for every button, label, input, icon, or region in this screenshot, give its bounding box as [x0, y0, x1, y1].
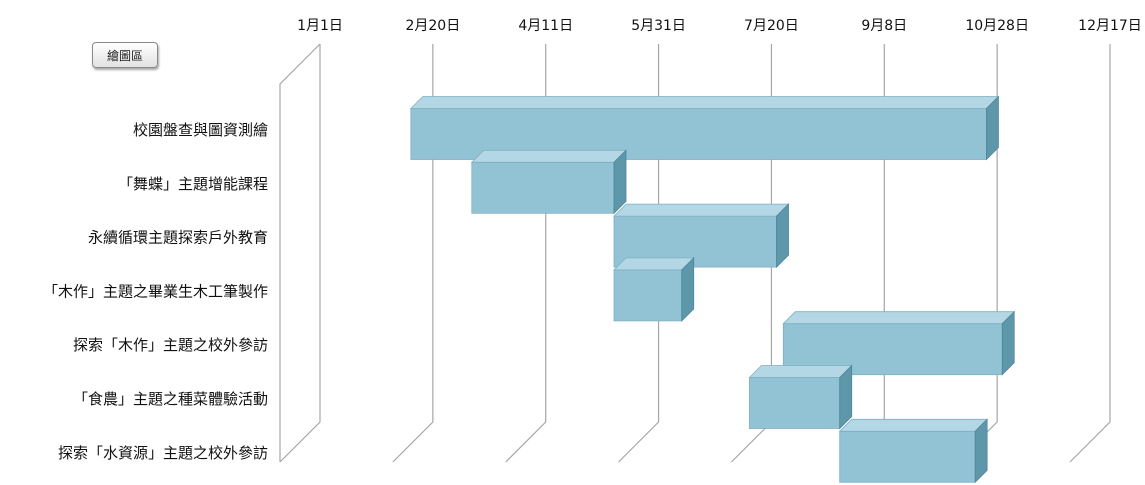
task-bar [613, 203, 790, 269]
bar-front-face [749, 377, 841, 429]
bar-front-face [613, 215, 777, 268]
category-label: 「舞蝶」主題增能課程 [118, 175, 268, 193]
category-label: 探索「水資源」主題之校外參訪 [58, 444, 268, 462]
x-tick-label: 1月1日 [297, 18, 343, 34]
x-tick-label: 5月31日 [631, 18, 686, 34]
bar-front-face [613, 269, 683, 322]
bar-side-face [1001, 310, 1015, 376]
bar-side-face [839, 364, 853, 430]
bar-side-face [776, 203, 789, 269]
bar-top-face [782, 311, 1016, 325]
x-tick-label: 2月20日 [405, 18, 460, 34]
gridline [618, 44, 660, 463]
bar-top-face [838, 418, 989, 432]
gridline [392, 44, 434, 463]
category-label: 探索「木作」主題之校外參訪 [73, 336, 268, 354]
bar-side-face [613, 149, 627, 215]
gridline [279, 44, 321, 463]
bar-top-face [613, 257, 695, 271]
bar-top-face [613, 203, 790, 217]
category-labels: 校園盤查與圖資測繪「舞蝶」主題增能課程永續循環主題探索戶外教育「木作」主題之畢業… [43, 121, 268, 462]
task-bar [748, 364, 853, 430]
category-label: 「食農」主題之種菜體驗活動 [73, 390, 268, 408]
bars [409, 95, 1016, 484]
plot-area-button[interactable]: 繪圖區 [92, 42, 158, 68]
bar-side-face [974, 418, 988, 484]
x-axis-ticks: 1月1日 2月20日 4月11日 5月31日 7月20日 9月8日 10月28日 12月17日 [297, 18, 1142, 34]
axis-wall-edge [279, 43, 321, 462]
x-tick-label: 10月28日 [965, 18, 1029, 34]
category-label: 「木作」主題之畢業生木工筆製作 [43, 282, 268, 300]
bar-side-face [681, 256, 695, 322]
task-bar [470, 149, 627, 215]
category-label: 永續循環主題探索戶外教育 [88, 229, 268, 247]
x-tick-label: 7月20日 [744, 18, 799, 34]
bar-front-face [839, 430, 976, 483]
category-label: 校園盤查與圖資測繪 [133, 121, 268, 139]
bar-top-face [470, 149, 627, 163]
gridline [1069, 44, 1111, 463]
bar-side-face [986, 95, 999, 161]
bar-top-face [409, 96, 1000, 109]
bar-top-face [748, 365, 853, 378]
task-bar [613, 256, 695, 322]
task-bar [838, 418, 989, 484]
x-tick-label: 12月17日 [1078, 18, 1142, 34]
x-tick-label: 4月11日 [518, 18, 573, 34]
x-tick-label: 9月8日 [861, 18, 907, 34]
bar-front-face [471, 161, 615, 214]
